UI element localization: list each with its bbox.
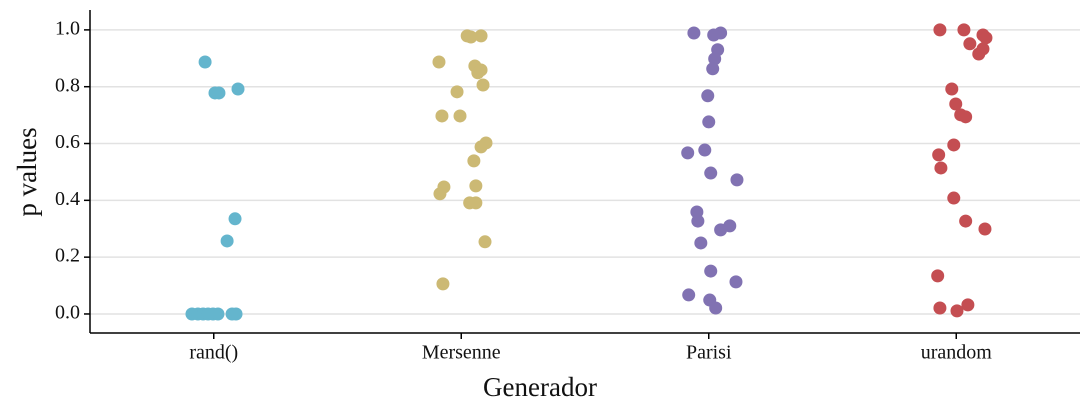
point <box>931 269 945 283</box>
x-tick-label: Parisi <box>686 342 732 364</box>
point <box>687 26 701 40</box>
point <box>978 222 992 236</box>
y-axis-label: p values <box>12 127 42 216</box>
point <box>933 23 947 37</box>
point <box>704 264 718 278</box>
point <box>972 47 986 61</box>
point <box>474 63 488 77</box>
point <box>701 89 715 103</box>
point <box>947 191 961 205</box>
y-tick-label: 0.8 <box>55 74 80 96</box>
point <box>231 82 245 96</box>
point <box>702 115 716 129</box>
point <box>433 187 447 201</box>
point <box>957 23 971 37</box>
point <box>932 148 946 162</box>
point <box>959 110 973 124</box>
point <box>467 154 481 168</box>
point <box>436 277 450 291</box>
y-tick-label: 0.0 <box>55 302 80 324</box>
point <box>933 301 947 315</box>
y-tick-label: 0.2 <box>55 245 80 267</box>
point <box>464 30 478 44</box>
point <box>450 85 464 99</box>
point <box>682 288 696 302</box>
y-tick-label: 0.6 <box>55 131 80 153</box>
point <box>211 307 225 321</box>
point <box>708 52 722 66</box>
point <box>220 234 234 248</box>
point <box>681 146 695 160</box>
point <box>469 196 483 210</box>
x-tick-label: rand() <box>189 342 238 364</box>
point <box>212 86 226 100</box>
point <box>476 78 490 92</box>
point <box>961 298 975 312</box>
x-axis-label: Generador <box>483 372 597 402</box>
point <box>698 143 712 157</box>
point <box>709 301 723 315</box>
point <box>694 236 708 250</box>
point <box>453 109 467 123</box>
point <box>198 55 212 69</box>
point <box>474 140 488 154</box>
point <box>691 214 705 228</box>
point <box>704 166 718 180</box>
point <box>934 161 948 175</box>
point <box>229 307 243 321</box>
point <box>228 212 242 226</box>
point <box>435 109 449 123</box>
point <box>706 62 720 76</box>
x-tick-label: Mersenne <box>422 342 501 364</box>
point <box>478 235 492 249</box>
point <box>950 304 964 318</box>
point <box>474 29 488 43</box>
point <box>979 31 993 45</box>
point <box>945 82 959 96</box>
point <box>469 179 483 193</box>
point <box>707 28 721 42</box>
point <box>432 55 446 69</box>
point <box>714 223 728 237</box>
point <box>730 173 744 187</box>
point <box>963 37 977 51</box>
point <box>729 275 743 289</box>
point <box>959 214 973 228</box>
x-tick-label: urandom <box>921 342 993 364</box>
point <box>949 97 963 111</box>
y-tick-label: 1.0 <box>55 17 80 39</box>
point <box>947 138 961 152</box>
y-tick-label: 0.4 <box>55 188 80 210</box>
